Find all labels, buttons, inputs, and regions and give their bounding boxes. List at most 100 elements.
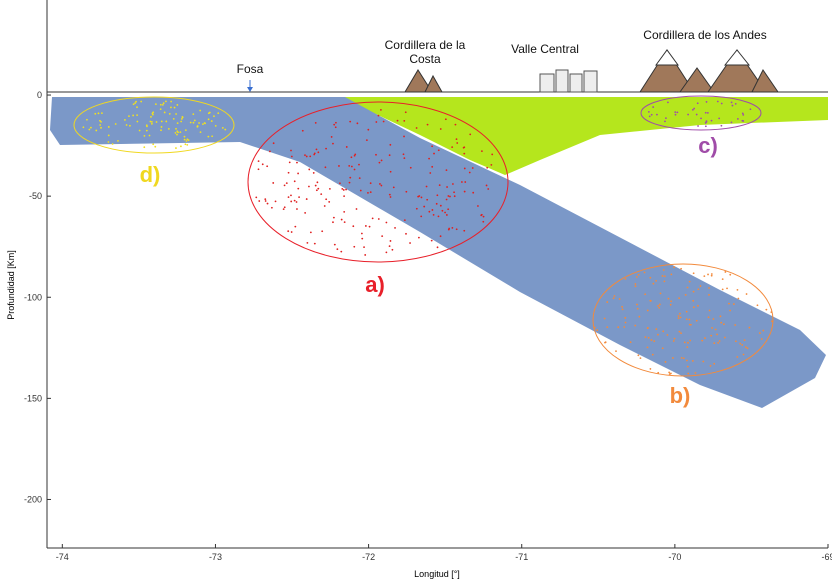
dot (646, 327, 649, 330)
dot (184, 129, 187, 131)
dot (125, 124, 128, 126)
dot (647, 110, 650, 113)
dot (693, 107, 696, 110)
dot (368, 225, 371, 228)
dot (688, 318, 691, 321)
dot (287, 196, 290, 199)
dot (453, 195, 456, 198)
dot (623, 326, 626, 328)
dot (748, 326, 751, 329)
dot (340, 218, 343, 221)
dot (382, 120, 385, 123)
dot (464, 181, 467, 183)
dot (723, 323, 725, 326)
dot (463, 229, 466, 232)
dot (415, 127, 418, 129)
dot (199, 131, 202, 134)
dot (657, 304, 660, 307)
dot (685, 318, 688, 321)
dot (637, 354, 640, 357)
dot (490, 164, 493, 166)
dot (648, 115, 651, 118)
dot (742, 353, 745, 356)
dot (453, 191, 455, 194)
dot (217, 112, 220, 115)
dot (364, 254, 367, 256)
dot (717, 341, 720, 344)
dot (175, 127, 177, 130)
dot (676, 111, 679, 114)
dot (452, 183, 454, 185)
dot (175, 113, 177, 115)
dot (418, 236, 420, 239)
icons (247, 49, 779, 93)
dot (168, 112, 171, 115)
dot (332, 216, 335, 219)
ellipse-b (592, 263, 774, 377)
dot (710, 119, 713, 122)
dot (677, 317, 680, 320)
x-tick-label: -74 (56, 552, 69, 562)
dot (746, 347, 749, 350)
dot (661, 275, 664, 277)
dot (149, 120, 152, 123)
dot (377, 114, 380, 117)
dot (739, 342, 742, 345)
dot (313, 153, 316, 156)
dot (736, 118, 739, 120)
dot (165, 120, 168, 123)
dot (404, 111, 407, 114)
dot (101, 112, 103, 115)
dot (193, 119, 196, 122)
dot (309, 155, 312, 158)
dot (643, 271, 646, 274)
dot (699, 285, 702, 287)
dot (117, 140, 119, 142)
dot (704, 111, 707, 114)
dot (377, 218, 380, 220)
dot (486, 166, 489, 169)
dot (364, 225, 367, 227)
dot (646, 346, 649, 349)
dot (710, 334, 713, 337)
dot (148, 134, 151, 137)
dot (405, 232, 407, 235)
dot (143, 134, 146, 137)
dot (679, 316, 682, 319)
ellipse-c (640, 95, 762, 131)
dot (409, 166, 412, 169)
dot (663, 280, 666, 283)
dot (100, 120, 102, 123)
dot (431, 165, 434, 168)
dot (176, 104, 179, 106)
dot (730, 101, 733, 104)
dot (317, 187, 320, 190)
dot (283, 184, 286, 187)
dot (282, 208, 285, 211)
dot (445, 169, 448, 172)
dot (703, 275, 706, 278)
dot (199, 109, 202, 112)
dot (314, 184, 317, 187)
dot (658, 306, 661, 309)
dot (420, 215, 423, 218)
dot (107, 141, 110, 143)
dot (145, 129, 148, 132)
dot (306, 241, 309, 244)
dot (97, 112, 100, 115)
dot (380, 159, 383, 162)
dot (657, 333, 659, 336)
dot (345, 146, 348, 148)
dot (720, 321, 723, 324)
dot (719, 315, 722, 318)
dot (666, 334, 669, 336)
dot (328, 187, 331, 190)
dot (378, 161, 381, 164)
dot (472, 191, 475, 194)
dot (702, 360, 705, 363)
green-wedge (340, 97, 828, 175)
dot (447, 195, 450, 197)
dot (711, 326, 713, 329)
y-tick-label: -200 (24, 494, 42, 504)
dot (624, 316, 627, 319)
